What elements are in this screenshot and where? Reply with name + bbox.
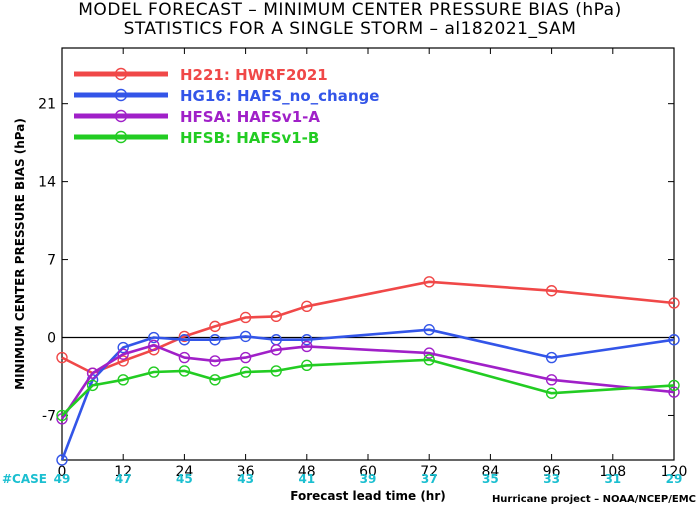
- x-tick-label: 36: [237, 464, 255, 480]
- y-tick-label: 21: [38, 97, 56, 113]
- chart-title: MODEL FORECAST – MINIMUM CENTER PRESSURE…: [78, 0, 622, 20]
- series-1-point: [239, 311, 252, 324]
- series-2-point: [545, 351, 558, 364]
- series-1-point: [209, 320, 221, 333]
- x-tick-label: 84: [481, 464, 499, 480]
- case-count: 35: [482, 472, 499, 486]
- series-2-point: [423, 324, 435, 336]
- series-2-point: [117, 341, 129, 354]
- x-tick-label: 120: [661, 464, 688, 480]
- x-tick-label: 12: [114, 464, 132, 480]
- case-count: 37: [421, 472, 438, 486]
- case-count: 47: [115, 472, 132, 486]
- series-1-point: [545, 285, 558, 297]
- y-tick-label: 0: [47, 331, 56, 347]
- series-3-point: [301, 340, 313, 353]
- series-1-point: [178, 330, 191, 343]
- series-3-point: [423, 347, 435, 359]
- y-tick-label: 14: [38, 175, 56, 191]
- series-1-point: [301, 300, 313, 313]
- x-tick-label: 60: [359, 464, 377, 480]
- series-4-point: [270, 365, 282, 377]
- series-2-point: [178, 334, 191, 346]
- y-tick-label: 7: [47, 253, 56, 269]
- series-4-point: [423, 354, 435, 366]
- series-line-4: [61, 358, 675, 417]
- legend-marker-3: [114, 109, 128, 123]
- series-3-point: [148, 339, 160, 352]
- case-count: 41: [298, 472, 315, 486]
- series-2-point: [148, 331, 160, 344]
- x-tick-label: 0: [58, 464, 67, 480]
- series-line-3: [60, 343, 675, 420]
- series-4-point: [239, 366, 252, 378]
- y-tick-label: -7: [42, 408, 56, 424]
- case-count: 33: [543, 472, 560, 486]
- series-3-point: [239, 351, 252, 364]
- series-3-point: [86, 367, 99, 379]
- x-axis-label: Forecast lead time (hr): [290, 489, 446, 503]
- plot-frame: [61, 47, 675, 461]
- series-4-point: [148, 366, 160, 378]
- series-3-point: [178, 351, 191, 364]
- legend-label-4: HFSB: HAFSv1-B: [180, 129, 319, 147]
- series-4-point: [56, 409, 68, 422]
- series-1-point: [270, 310, 282, 323]
- series-3-point: [270, 344, 282, 356]
- series-1-point: [668, 297, 680, 309]
- legend-label-3: HFSA: HAFSv1-A: [180, 108, 320, 126]
- legend-label-1: H221: HWRF2021: [180, 66, 328, 84]
- series-1-point: [423, 276, 435, 288]
- series-2-point: [239, 330, 252, 343]
- footer-credit: Hurricane project – NOAA/NCEP/EMC: [492, 494, 696, 505]
- series-1-point: [117, 355, 129, 367]
- series-4-point: [545, 387, 558, 399]
- case-count: 39: [360, 472, 377, 486]
- series-2-point: [668, 334, 680, 346]
- x-tick-label: 96: [543, 464, 561, 480]
- series-3-point: [117, 348, 129, 360]
- case-count: 43: [237, 472, 254, 486]
- legend-label-2: HG16: HAFS_no_change: [180, 87, 379, 105]
- case-label: #CASE: [2, 472, 47, 486]
- y-axis-label: MINIMUM CENTER PRESSURE BIAS (hPa): [13, 118, 27, 390]
- series-4-point: [301, 359, 313, 372]
- series-4-point: [178, 365, 191, 377]
- case-count: 29: [666, 472, 683, 486]
- series-1-point: [56, 351, 68, 364]
- x-tick-label: 108: [599, 464, 626, 480]
- series-2-point: [301, 334, 313, 346]
- series-4-point: [117, 374, 129, 386]
- series-3-point: [545, 374, 558, 386]
- series-2-point: [56, 454, 68, 466]
- series-4-point: [86, 379, 99, 392]
- x-tick-label: 72: [420, 464, 438, 480]
- series-2-point: [209, 334, 221, 346]
- chart-subtitle: STATISTICS FOR A SINGLE STORM – al182021…: [123, 19, 577, 39]
- x-tick-label: 48: [298, 464, 316, 480]
- legend-marker-4: [114, 130, 128, 144]
- legend-marker-2: [114, 88, 128, 102]
- series-4-point: [209, 374, 221, 386]
- x-tick-label: 24: [175, 464, 193, 480]
- series-4-point: [668, 379, 680, 392]
- series-3-point: [209, 355, 221, 367]
- series-3-point: [668, 386, 680, 398]
- series-line-1: [61, 280, 675, 375]
- case-count: 45: [176, 472, 193, 486]
- legend-marker-1: [114, 67, 128, 81]
- case-count: 31: [604, 472, 621, 486]
- case-count: 49: [54, 472, 71, 486]
